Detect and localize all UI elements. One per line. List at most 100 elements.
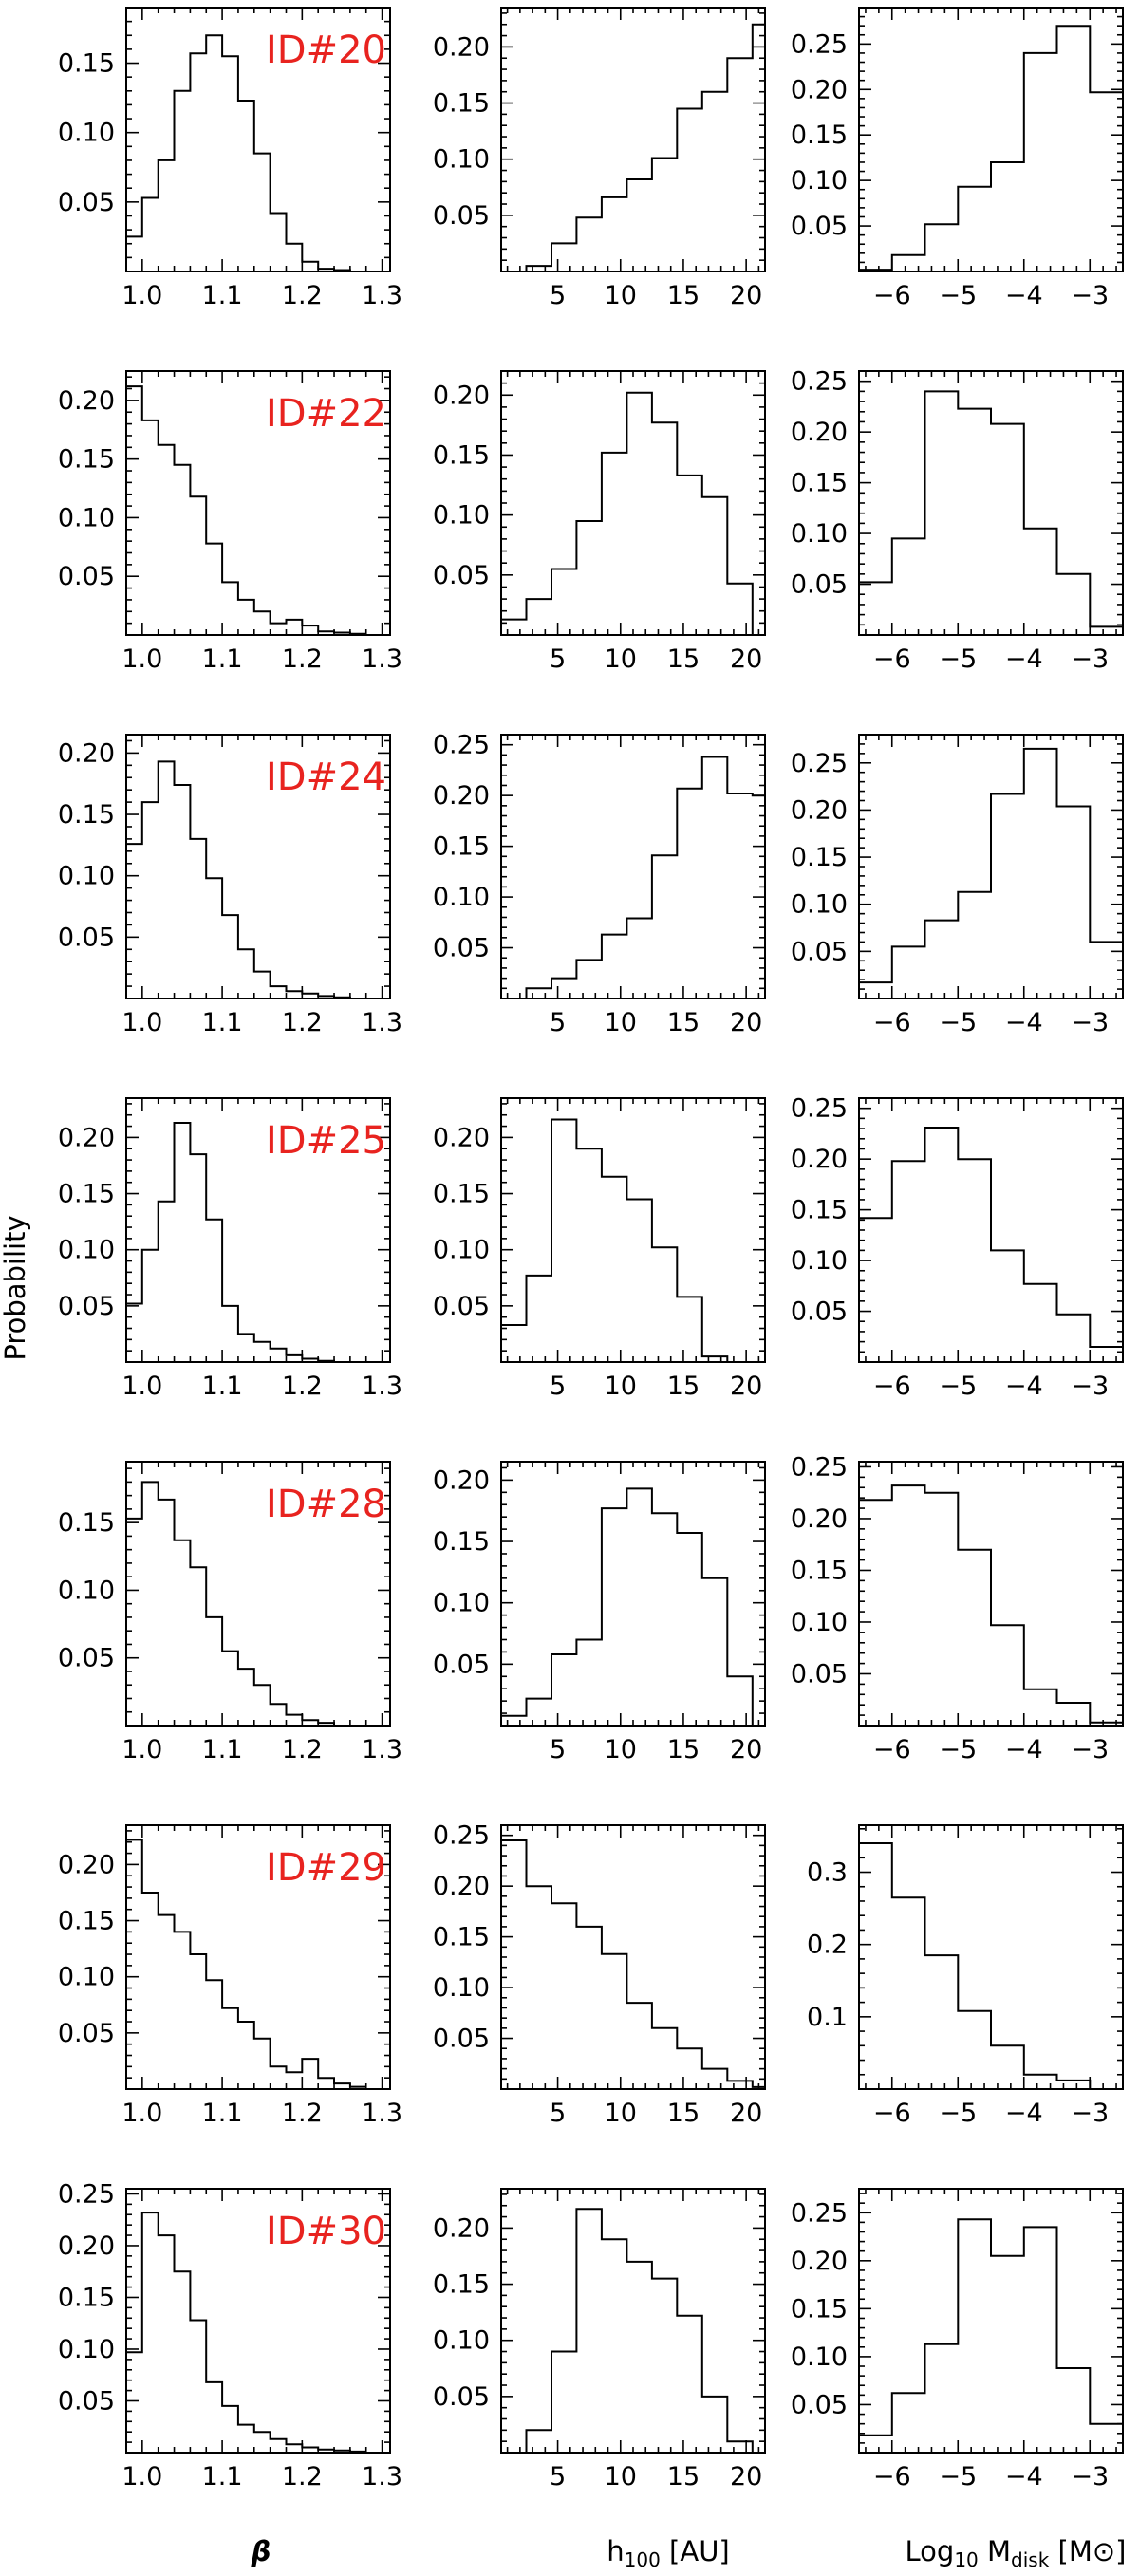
x-tick-label: 10 xyxy=(605,2099,637,2128)
y-tick-label: 0.05 xyxy=(58,2386,115,2416)
panel-frame xyxy=(500,7,766,272)
x-tick-label: 1.3 xyxy=(362,1735,402,1764)
histogram-panel: −6 −5 −4 −3 0.05 0.10 0.15 0.20 0.25 xyxy=(791,367,1124,674)
histogram-panel: −6 −5 −4 −3 0.05 0.10 0.15 0.20 0.25 xyxy=(791,734,1124,1037)
x-tick-label: 10 xyxy=(605,1735,637,1764)
y-tick-label: 0.3 xyxy=(807,1858,848,1888)
panel-frame xyxy=(858,7,1124,272)
x-axis-label-beta: β xyxy=(251,2535,271,2567)
panel-frame xyxy=(125,2188,391,2454)
x-tick-label: −6 xyxy=(873,281,911,310)
y-tick-label: 0.10 xyxy=(433,2326,490,2356)
x-tick-label: 15 xyxy=(667,2462,700,2492)
source-id-label: ID#24 xyxy=(266,756,386,799)
y-tick-label: 0.20 xyxy=(791,795,848,825)
panel-frame xyxy=(500,2188,766,2454)
y-tick-label: 0.05 xyxy=(58,923,115,952)
x-tick-label: −4 xyxy=(1005,1735,1043,1764)
panel-frame xyxy=(858,2188,1124,2454)
panel-frame xyxy=(500,734,766,999)
y-tick-label: 0.25 xyxy=(58,2179,115,2209)
x-tick-label: −4 xyxy=(1005,1372,1043,1401)
y-tick-label: 0.15 xyxy=(433,1527,490,1557)
x-tick-label: 5 xyxy=(550,2462,566,2492)
x-tick-label: −3 xyxy=(1071,1008,1109,1037)
x-tick-label: −5 xyxy=(939,281,977,310)
y-tick-label: 0.15 xyxy=(791,121,848,150)
y-tick-label: 0.20 xyxy=(791,2247,848,2276)
y-tick-label: 0.20 xyxy=(58,738,115,768)
x-axis-label-mdisk-unit-symbol: ⊙ xyxy=(1092,2535,1115,2567)
y-tick-label: 0.20 xyxy=(58,386,115,416)
histogram-panel: 5 10 15 20 0.05 0.10 0.15 0.20 xyxy=(433,370,766,674)
source-id-label: ID#22 xyxy=(266,392,386,436)
y-tick-label: 0.20 xyxy=(791,1504,848,1534)
y-tick-label: 0.25 xyxy=(791,367,848,397)
y-tick-label: 0.25 xyxy=(791,2198,848,2228)
y-tick-label: 0.10 xyxy=(433,145,490,175)
x-axis-label-h100: h100 [AU] xyxy=(607,2535,730,2571)
histogram-step-line xyxy=(859,747,1123,984)
x-tick-label: 5 xyxy=(550,1008,566,1037)
y-tick-label: 0.25 xyxy=(433,1821,490,1851)
y-tick-label: 0.15 xyxy=(58,1180,115,1209)
y-tick-label: 0.20 xyxy=(58,2231,115,2261)
panel-frame xyxy=(858,1461,1124,1727)
y-tick-label: 0.10 xyxy=(433,1236,490,1265)
y-tick-label: 0.25 xyxy=(433,731,490,760)
x-tick-label: 1.0 xyxy=(121,1372,162,1401)
y-tick-label: 0.15 xyxy=(791,2294,848,2324)
y-tick-label: 0.20 xyxy=(433,781,490,811)
y-tick-label: 0.10 xyxy=(791,519,848,549)
x-tick-label: 10 xyxy=(605,2462,637,2492)
y-tick-label: 0.15 xyxy=(791,843,848,872)
x-tick-label: 1.1 xyxy=(202,2462,243,2492)
y-tick-label: 0.10 xyxy=(791,890,848,920)
histogram-step-line xyxy=(126,2212,366,2453)
y-tick-label: 0.20 xyxy=(433,1123,490,1152)
panel-frame xyxy=(500,370,766,636)
x-tick-label: 10 xyxy=(605,644,637,674)
x-tick-label: −5 xyxy=(939,2099,977,2128)
x-tick-label: 1.3 xyxy=(362,2099,402,2128)
histogram-step-line xyxy=(859,25,1123,271)
x-tick-label: 1.3 xyxy=(362,281,402,310)
x-axis-label-h100-sub: 100 xyxy=(625,2548,661,2571)
y-tick-label: 0.15 xyxy=(58,1508,115,1538)
y-tick-label: 0.10 xyxy=(58,503,115,532)
x-tick-label: 20 xyxy=(730,644,762,674)
histogram-panel: 1.0 1.1 1.2 1.3 0.05 0.10 0.15 0.20 ID#24 xyxy=(58,734,402,1037)
y-tick-label: 0.15 xyxy=(58,445,115,475)
x-tick-label: −6 xyxy=(873,1735,911,1764)
x-tick-label: −5 xyxy=(939,2462,977,2492)
y-axis-label: Probability xyxy=(0,1215,31,1360)
histogram-panel: 1.0 1.1 1.2 1.3 0.05 0.10 0.15 ID#28 xyxy=(58,1461,402,1764)
x-tick-label: 5 xyxy=(550,2099,566,2128)
x-tick-label: −4 xyxy=(1005,2462,1043,2492)
histogram-panel: 5 10 15 20 0.05 0.10 0.15 0.20 xyxy=(433,7,766,310)
y-tick-label: 0.20 xyxy=(433,32,490,62)
x-tick-label: 10 xyxy=(605,1372,637,1401)
y-tick-label: 0.15 xyxy=(433,832,490,862)
y-tick-label: 0.20 xyxy=(791,418,848,447)
x-tick-label: −6 xyxy=(873,1008,911,1037)
y-tick-label: 0.05 xyxy=(791,570,848,600)
panel-grid: 1.0 1.1 1.2 1.30.050.100.15 ID#205 10 15 200.05… xyxy=(58,7,1124,2492)
histogram-step-line xyxy=(859,1127,1123,1348)
y-tick-label: 0.05 xyxy=(791,937,848,966)
source-id-label: ID#30 xyxy=(266,2210,386,2253)
histogram-step-line xyxy=(501,391,765,636)
x-tick-label: 5 xyxy=(550,281,566,310)
y-tick-label: 0.10 xyxy=(791,166,848,196)
x-tick-label: −5 xyxy=(939,644,977,674)
x-tick-label: 20 xyxy=(730,2462,762,2492)
histogram-panel: 1.0 1.1 1.2 1.3 0.05 0.10 0.15 0.20 ID#25 xyxy=(58,1097,402,1401)
source-id-label: ID#20 xyxy=(266,28,386,72)
y-tick-label: 0.10 xyxy=(791,1608,848,1637)
panel-frame xyxy=(125,734,391,999)
x-tick-label: −6 xyxy=(873,644,911,674)
y-tick-label: 0.05 xyxy=(58,1644,115,1673)
y-tick-label: 0.1 xyxy=(807,2003,848,2032)
x-tick-label: 1.3 xyxy=(362,1008,402,1037)
y-tick-label: 0.10 xyxy=(433,501,490,531)
